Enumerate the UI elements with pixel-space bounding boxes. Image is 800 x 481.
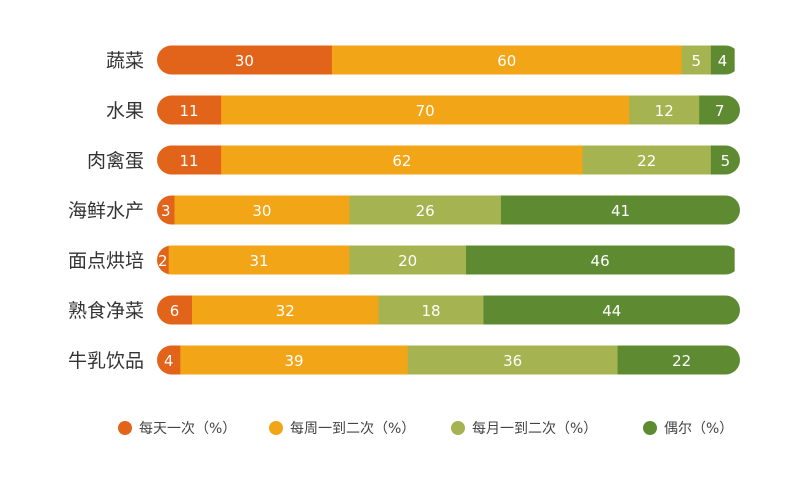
data-label: 26 xyxy=(416,202,435,220)
bar-segment xyxy=(157,295,193,325)
data-label: 5 xyxy=(692,52,702,70)
data-label: 44 xyxy=(602,302,621,320)
category-label: 水果 xyxy=(106,100,144,122)
category-label: 肉禽蛋 xyxy=(87,150,144,172)
legend-label: 每月一到二次（%） xyxy=(472,421,597,437)
bar-row: 海鲜水产 3 30 26 41 xyxy=(68,195,740,225)
bar-segment xyxy=(157,45,333,75)
category-label: 牛乳饮品 xyxy=(68,350,144,372)
data-label: 11 xyxy=(180,152,199,170)
bar-segment xyxy=(617,345,740,375)
bar-row: 熟食净菜 6 32 18 44 xyxy=(68,295,740,325)
bar-segment xyxy=(331,45,683,75)
bar-segment xyxy=(500,195,740,225)
data-label: 5 xyxy=(721,152,731,170)
category-label: 海鲜水产 xyxy=(68,200,144,222)
legend: 每天一次（%） 每周一到二次（%） 每月一到二次（%） 偶尔（%） xyxy=(118,421,733,437)
bar-segment xyxy=(349,245,467,275)
bar-segment xyxy=(378,295,484,325)
data-label: 18 xyxy=(421,302,440,320)
data-label: 20 xyxy=(398,252,417,270)
data-label: 22 xyxy=(672,352,691,370)
bar-segment xyxy=(681,45,712,75)
category-label: 熟食净菜 xyxy=(68,300,144,322)
bar-segment xyxy=(157,195,175,225)
legend-swatch xyxy=(451,421,465,435)
bar-segment xyxy=(157,95,222,125)
bar-segments xyxy=(157,345,740,375)
data-label: 30 xyxy=(252,202,271,220)
data-label: 70 xyxy=(416,102,435,120)
data-label: 2 xyxy=(158,252,168,270)
category-label: 蔬菜 xyxy=(106,50,144,72)
bar-segment xyxy=(180,345,409,375)
bar-segments xyxy=(157,145,740,175)
data-label: 39 xyxy=(284,352,303,370)
legend-item: 每月一到二次（%） xyxy=(451,421,597,437)
data-label: 4 xyxy=(164,352,174,370)
data-label: 4 xyxy=(718,52,728,70)
data-label: 12 xyxy=(655,102,674,120)
data-label: 41 xyxy=(611,202,630,220)
bar-row: 肉禽蛋 11 62 22 5 xyxy=(87,145,740,175)
bar-row: 面点烘培 2 31 20 46 xyxy=(68,245,735,275)
data-label: 6 xyxy=(170,302,180,320)
bar-segment xyxy=(407,345,619,375)
data-label: 46 xyxy=(591,252,610,270)
data-label: 3 xyxy=(161,202,171,220)
legend-item: 每周一到二次（%） xyxy=(269,421,415,437)
bar-segment xyxy=(157,345,181,375)
data-label: 36 xyxy=(503,352,522,370)
bar-segments xyxy=(157,195,740,225)
legend-label: 偶尔（%） xyxy=(664,421,733,437)
data-label: 22 xyxy=(637,152,656,170)
category-label: 面点烘培 xyxy=(68,250,144,272)
legend-swatch xyxy=(118,421,132,435)
bar-segment xyxy=(191,295,380,325)
bar-segment xyxy=(710,145,740,175)
bar-segments xyxy=(157,245,735,275)
bar-segment xyxy=(157,245,170,275)
bar-segment xyxy=(465,245,735,275)
legend-swatch xyxy=(269,421,283,435)
legend-label: 每周一到二次（%） xyxy=(290,421,415,437)
legend-swatch xyxy=(643,421,657,435)
bar-segment xyxy=(168,245,350,275)
bar-segment xyxy=(629,95,700,125)
bar-segment xyxy=(157,145,222,175)
data-label: 30 xyxy=(235,52,254,70)
bar-segment xyxy=(483,295,740,325)
data-label: 32 xyxy=(276,302,295,320)
legend-item: 偶尔（%） xyxy=(643,421,733,437)
bar-row: 蔬菜 30 60 5 4 xyxy=(106,45,735,75)
data-label: 7 xyxy=(715,102,725,120)
bar-segment xyxy=(582,145,712,175)
bar-segment xyxy=(221,145,584,175)
data-label: 62 xyxy=(392,152,411,170)
bar-segments xyxy=(157,95,740,125)
bar-segments xyxy=(157,45,735,75)
data-label: 60 xyxy=(497,52,516,70)
data-label: 11 xyxy=(180,102,199,120)
bar-row: 牛乳饮品 4 39 36 22 xyxy=(68,345,740,375)
bar-segment xyxy=(221,95,630,125)
bar-row: 水果 11 70 12 7 xyxy=(106,95,740,125)
legend-label: 每天一次（%） xyxy=(139,421,236,437)
bar-segment xyxy=(174,195,350,225)
legend-item: 每天一次（%） xyxy=(118,421,236,437)
bar-segments xyxy=(157,295,740,325)
bar-segment xyxy=(349,195,502,225)
bar-segment xyxy=(699,95,740,125)
data-label: 31 xyxy=(249,252,268,270)
bar-segment xyxy=(710,45,735,75)
